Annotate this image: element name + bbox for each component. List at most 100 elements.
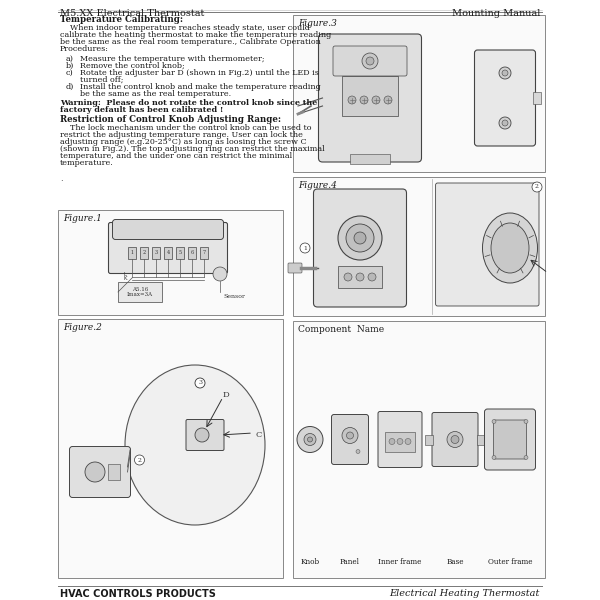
- Text: 2: 2: [535, 185, 539, 190]
- Circle shape: [362, 53, 378, 69]
- Text: a): a): [66, 55, 74, 63]
- FancyBboxPatch shape: [288, 263, 302, 273]
- Text: HVAC CONTROLS PRODUCTS: HVAC CONTROLS PRODUCTS: [60, 589, 216, 599]
- Bar: [176, 247, 184, 259]
- FancyBboxPatch shape: [319, 34, 421, 162]
- Bar: [128, 247, 136, 259]
- Text: Knob: Knob: [301, 558, 320, 566]
- Circle shape: [356, 273, 364, 281]
- FancyBboxPatch shape: [186, 419, 224, 451]
- Circle shape: [213, 267, 227, 281]
- FancyBboxPatch shape: [485, 409, 536, 470]
- Bar: [140, 247, 148, 259]
- Text: Sensor: Sensor: [223, 294, 245, 299]
- Circle shape: [447, 431, 463, 448]
- Circle shape: [397, 439, 403, 445]
- Circle shape: [405, 439, 411, 445]
- Circle shape: [502, 70, 508, 76]
- Bar: [200, 247, 208, 259]
- Text: 1: 1: [130, 250, 134, 254]
- Text: Rotate the adjuster bar D (shown in Fig.2) until the LED is: Rotate the adjuster bar D (shown in Fig.…: [80, 69, 319, 77]
- Circle shape: [372, 96, 380, 104]
- Circle shape: [348, 96, 356, 104]
- Text: temperature, and the under one can restrict the minimal: temperature, and the under one can restr…: [60, 152, 292, 160]
- Text: Measure the temperature with thermometer;: Measure the temperature with thermometer…: [80, 55, 265, 63]
- Text: Electrical Heating Thermostat: Electrical Heating Thermostat: [389, 589, 540, 598]
- Text: A5.16
Imax=3A: A5.16 Imax=3A: [127, 287, 153, 298]
- Circle shape: [499, 67, 511, 79]
- Circle shape: [344, 273, 352, 281]
- Text: Install the control knob and make the temperature reading: Install the control knob and make the te…: [80, 83, 321, 91]
- Text: Figure.3: Figure.3: [298, 19, 337, 28]
- Circle shape: [384, 96, 392, 104]
- Circle shape: [308, 437, 313, 442]
- Text: Inner frame: Inner frame: [379, 558, 422, 566]
- Bar: [108, 464, 120, 480]
- Text: temperature.: temperature.: [60, 159, 114, 167]
- FancyBboxPatch shape: [331, 415, 368, 464]
- FancyBboxPatch shape: [333, 46, 407, 76]
- Circle shape: [354, 232, 366, 244]
- Bar: [293, 177, 545, 316]
- Text: 6: 6: [190, 250, 194, 254]
- FancyBboxPatch shape: [314, 189, 407, 307]
- Text: 7: 7: [202, 250, 206, 254]
- Text: 3: 3: [198, 380, 202, 385]
- Text: 5: 5: [178, 250, 182, 254]
- Circle shape: [366, 57, 374, 65]
- Ellipse shape: [482, 213, 538, 283]
- Circle shape: [451, 436, 459, 443]
- Text: L: L: [124, 272, 127, 277]
- FancyBboxPatch shape: [475, 50, 536, 146]
- Text: b): b): [66, 62, 74, 70]
- Circle shape: [85, 462, 105, 482]
- FancyBboxPatch shape: [432, 413, 478, 467]
- FancyBboxPatch shape: [113, 220, 223, 239]
- Text: be the same as the real room temperature., Calibrate Operation: be the same as the real room temperature…: [60, 38, 321, 46]
- Text: M5.XX Electrical Thermostat: M5.XX Electrical Thermostat: [60, 9, 205, 18]
- Text: C: C: [255, 431, 262, 439]
- Circle shape: [347, 432, 353, 439]
- Text: .: .: [60, 174, 62, 183]
- Bar: [385, 431, 415, 451]
- FancyBboxPatch shape: [109, 223, 227, 274]
- Circle shape: [195, 428, 209, 442]
- Text: D: D: [223, 391, 230, 399]
- Text: 2: 2: [137, 457, 142, 463]
- Circle shape: [304, 433, 316, 445]
- Text: The lock mechanism under the control knob can be used to: The lock mechanism under the control kno…: [60, 124, 311, 132]
- FancyBboxPatch shape: [493, 420, 527, 459]
- Bar: [164, 247, 172, 259]
- Ellipse shape: [125, 365, 265, 525]
- Bar: [533, 92, 541, 104]
- Bar: [342, 76, 398, 116]
- Circle shape: [502, 120, 508, 126]
- Bar: [118, 282, 162, 302]
- Text: 1: 1: [303, 245, 307, 251]
- Text: be the same as the real temperature.: be the same as the real temperature.: [80, 90, 231, 98]
- Bar: [350, 154, 390, 164]
- Circle shape: [195, 378, 205, 388]
- Text: K: K: [124, 276, 128, 281]
- Text: 4: 4: [166, 250, 170, 254]
- Circle shape: [360, 96, 368, 104]
- Text: adjusting range (e.g.20-25°C) as long as loosing the screw C: adjusting range (e.g.20-25°C) as long as…: [60, 138, 307, 146]
- Text: calibrate the heating thermostat to make the temperature reading: calibrate the heating thermostat to make…: [60, 31, 331, 39]
- Text: Figure.4: Figure.4: [298, 181, 337, 190]
- Text: d): d): [66, 83, 74, 91]
- Circle shape: [338, 216, 382, 260]
- Circle shape: [492, 455, 496, 460]
- Text: Figure.1: Figure.1: [63, 214, 102, 223]
- Bar: [58, 319, 283, 578]
- Circle shape: [499, 117, 511, 129]
- Bar: [425, 434, 433, 445]
- Circle shape: [134, 455, 145, 465]
- Text: Procedures:: Procedures:: [60, 45, 109, 53]
- Circle shape: [532, 182, 542, 192]
- FancyBboxPatch shape: [378, 412, 422, 467]
- Bar: [293, 15, 545, 172]
- Text: Component  Name: Component Name: [298, 325, 384, 334]
- Circle shape: [356, 449, 360, 454]
- Circle shape: [524, 455, 528, 460]
- Text: factory default has been calibrated !: factory default has been calibrated !: [60, 106, 223, 114]
